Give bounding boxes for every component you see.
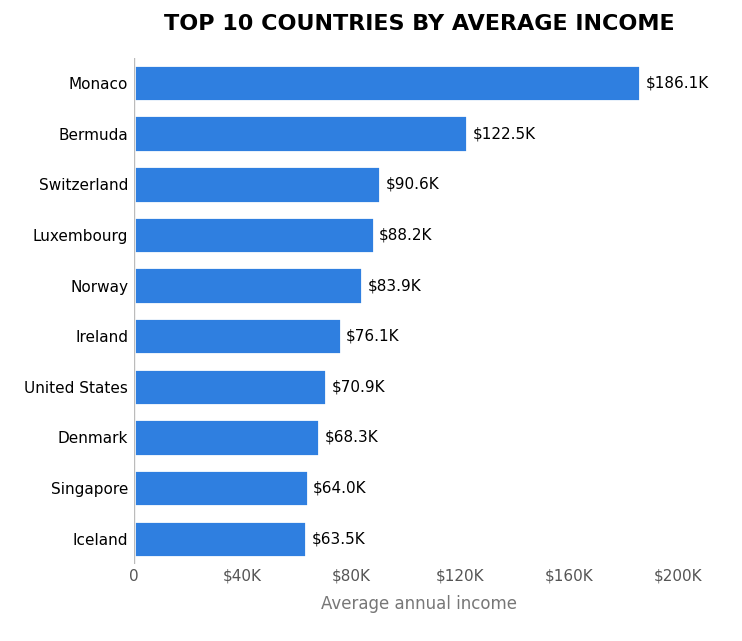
Text: $83.9K: $83.9K [367,278,421,293]
Bar [134,115,467,152]
Bar [134,470,308,506]
Title: TOP 10 COUNTRIES BY AVERAGE INCOME: TOP 10 COUNTRIES BY AVERAGE INCOME [164,14,674,34]
Bar [134,65,640,101]
Bar [134,267,362,304]
Text: $70.9K: $70.9K [332,379,386,394]
Bar [134,166,380,203]
X-axis label: Average annual income: Average annual income [321,595,517,613]
Text: $63.5K: $63.5K [312,531,366,546]
Text: $76.1K: $76.1K [346,329,400,344]
Text: $64.0K: $64.0K [313,481,367,495]
Bar [134,520,306,557]
Text: $186.1K: $186.1K [646,76,709,90]
Text: $90.6K: $90.6K [386,177,439,192]
Bar [134,217,373,253]
Bar [134,419,319,456]
Text: $88.2K: $88.2K [379,228,433,242]
Bar [134,369,326,405]
Text: $122.5K: $122.5K [472,126,536,141]
Text: $68.3K: $68.3K [325,430,378,445]
Bar [134,318,341,354]
